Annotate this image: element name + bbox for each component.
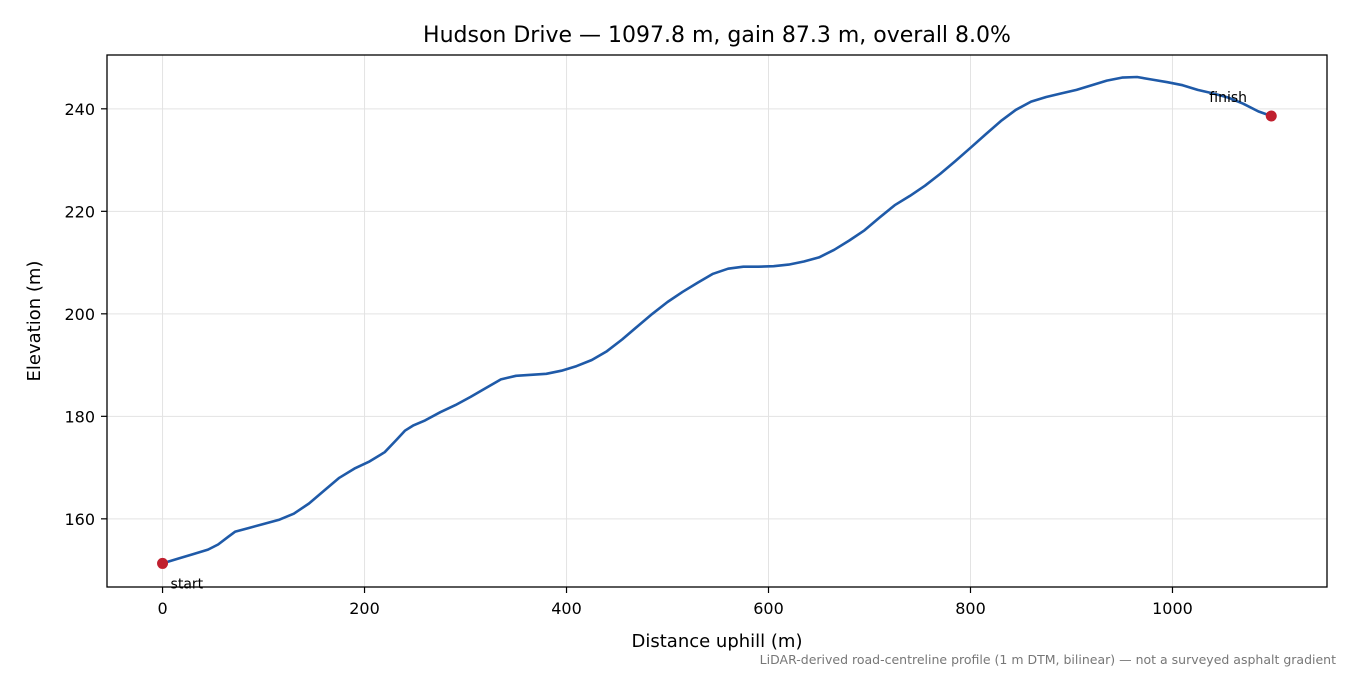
chart-title: Hudson Drive — 1097.8 m, gain 87.3 m, ov… xyxy=(423,23,1011,48)
x-tick-label: 800 xyxy=(955,599,986,618)
elevation-line xyxy=(161,75,1273,565)
plot-frame xyxy=(106,54,1328,588)
x-tick-label: 600 xyxy=(753,599,784,618)
finish-marker xyxy=(1265,110,1277,122)
footnote: LiDAR-derived road-centreline profile (1… xyxy=(760,652,1336,667)
x-tick-label: 1000 xyxy=(1152,599,1193,618)
finish-label: finish xyxy=(1209,90,1247,106)
y-axis-label: Elevation (m) xyxy=(24,261,45,382)
y-tick-label: 200 xyxy=(64,305,95,324)
x-tick-label: 400 xyxy=(551,599,582,618)
y-tick-label: 180 xyxy=(64,407,95,426)
series-group: start finish xyxy=(157,75,1277,592)
start-marker xyxy=(157,557,169,569)
y-tick-label: 240 xyxy=(64,100,95,119)
x-tick-label: 0 xyxy=(157,599,167,618)
y-tick-label: 220 xyxy=(64,202,95,221)
x-axis-label: Distance uphill (m) xyxy=(632,631,803,652)
start-label: start xyxy=(171,576,204,592)
grid-lines xyxy=(107,55,1327,587)
x-tick-label: 200 xyxy=(349,599,380,618)
axis-ticks: 0 200 400 600 800 1000 160 180 200 220 240 xyxy=(64,100,1192,618)
y-tick-label: 160 xyxy=(64,510,95,529)
